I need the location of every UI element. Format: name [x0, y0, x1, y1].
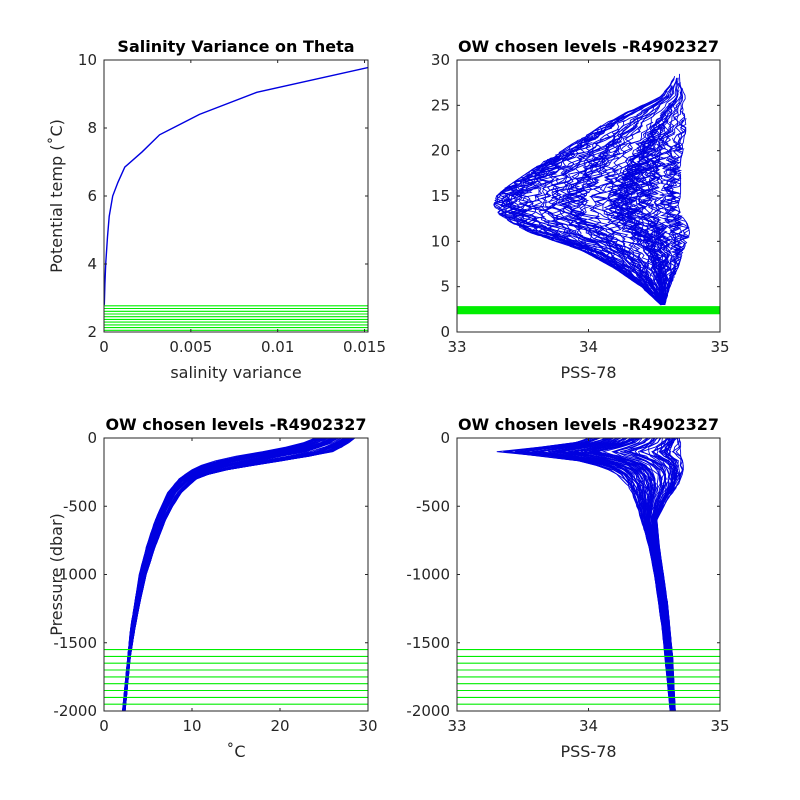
y-tick-label: -1000 [406, 566, 450, 584]
profile-line-65 [532, 128, 663, 306]
profile-line-83 [512, 156, 662, 306]
x-axis-label: salinity variance [170, 363, 301, 382]
y-tick-label: 10 [431, 232, 450, 250]
x-tick-label: 0.01 [261, 338, 294, 356]
profile-line-49 [515, 141, 662, 306]
profile-line-87 [653, 438, 675, 711]
y-tick-label: 15 [431, 187, 450, 205]
x-axis-label: PSS-78 [560, 742, 616, 761]
y-tick-label: 20 [431, 142, 450, 160]
plot-area [104, 438, 368, 711]
profile-line-75 [656, 137, 683, 305]
profile-line-84 [506, 438, 671, 711]
panel-salinity-pressure: 33 34 35 -2000 -1500 -1000 -500 0 OW chosen leve… [406, 415, 729, 761]
profile-line-88 [589, 121, 664, 305]
plot-area [457, 438, 720, 711]
profile-line-72 [628, 438, 675, 711]
x-tick-label: 35 [710, 717, 729, 735]
y-tick-label: 8 [87, 119, 97, 137]
x-tick-label: 35 [710, 338, 729, 356]
profile-line-4 [549, 86, 673, 306]
x-tick-label: 20 [270, 717, 289, 735]
profile-line-71 [614, 438, 674, 711]
y-tick-label: 0 [87, 429, 97, 447]
y-tick-label: -2000 [406, 702, 450, 720]
y-axis-label: Potential temp (˚C) [47, 119, 66, 273]
y-tick-label: 30 [431, 51, 450, 69]
x-tick-label: 0.015 [343, 338, 386, 356]
y-tick-label: -1500 [53, 634, 97, 652]
profile-line-34 [569, 77, 678, 306]
profile-line-87 [493, 125, 662, 306]
y-tick-label: -2000 [53, 702, 97, 720]
profile-line-86 [496, 438, 671, 711]
y-tick-label: 25 [431, 96, 450, 114]
panel-temperature-pressure: 0 10 20 30 -2000 -1500 -1000 -500 0 OW chosen lev… [47, 415, 378, 761]
profile-line-80 [503, 105, 662, 306]
y-tick-label: 0 [440, 429, 450, 447]
profile-line-79 [518, 438, 672, 711]
profile-line-60 [495, 87, 669, 306]
profile-line-54 [617, 100, 677, 305]
profile-line-89 [575, 438, 673, 711]
x-tick-label: 33 [447, 338, 466, 356]
panel-salinity-variance: 0 0.005 0.01 0.015 2 4 6 8 10 Salinity Variance o… [47, 37, 386, 382]
y-tick-label: -500 [416, 497, 450, 515]
profile-line-89 [627, 91, 682, 305]
x-tick-label: 0 [99, 717, 109, 735]
y-tick-label: -1500 [406, 634, 450, 652]
profile-line-46 [645, 81, 684, 305]
profile-line-82 [558, 120, 663, 306]
profile-line-81 [545, 94, 669, 306]
chart-title: OW chosen levels -R4902327 [105, 415, 366, 434]
profile-line-55 [569, 142, 663, 305]
x-axis-label: ˚C [226, 742, 245, 761]
x-tick-label: 0.005 [169, 338, 212, 356]
y-tick-label: 4 [87, 255, 97, 273]
x-tick-label: 10 [182, 717, 201, 735]
x-tick-label: 34 [579, 338, 598, 356]
profile-line-64 [617, 89, 680, 305]
plot-content [104, 438, 368, 711]
y-tick-label: 0 [440, 323, 450, 341]
chart-title: Salinity Variance on Theta [117, 37, 354, 56]
y-tick-label: 6 [87, 187, 97, 205]
profile-line-81 [655, 438, 683, 711]
panel-salinity-theta: 33 34 35 0 5 10 15 20 25 30 OW chosen levels -R490… [431, 37, 730, 382]
profile-line-76 [522, 119, 662, 306]
plot-content [457, 438, 720, 711]
y-tick-label: 10 [78, 51, 97, 69]
x-tick-label: 30 [358, 717, 377, 735]
profile-line-85 [664, 119, 690, 305]
profile-line-82 [553, 438, 672, 711]
x-axis-label: PSS-78 [560, 363, 616, 382]
profile-line-62 [664, 117, 690, 305]
chart-title: OW chosen levels -R4902327 [458, 37, 719, 56]
y-tick-label: 2 [87, 323, 97, 341]
profile-line-67 [545, 85, 673, 306]
y-axis-label: Pressure (dbar) [47, 513, 66, 636]
profile-line-84 [635, 133, 669, 305]
profile-line-88 [569, 438, 673, 711]
y-tick-label: 5 [440, 278, 450, 296]
x-tick-label: 33 [447, 717, 466, 735]
profile-line-86 [613, 82, 680, 305]
chart-title: OW chosen levels -R4902327 [458, 415, 719, 434]
x-tick-label: 0 [99, 338, 109, 356]
plot-content [457, 73, 720, 315]
profile-line-77 [122, 438, 317, 711]
plot-area [104, 60, 368, 332]
y-tick-label: -500 [63, 497, 97, 515]
x-tick-label: 34 [579, 717, 598, 735]
y-tick-label: -1000 [53, 566, 97, 584]
profile-line-32 [534, 144, 663, 306]
plot-content [104, 66, 368, 331]
profile-line-78 [123, 438, 337, 711]
profile-line-74 [124, 438, 349, 711]
profile-line-79 [122, 438, 323, 711]
